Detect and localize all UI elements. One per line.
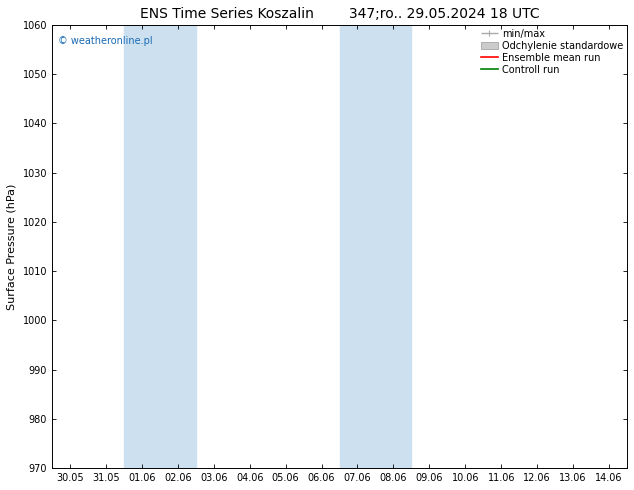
Y-axis label: Surface Pressure (hPa): Surface Pressure (hPa) bbox=[7, 183, 17, 310]
Text: © weatheronline.pl: © weatheronline.pl bbox=[58, 36, 152, 46]
Bar bbox=[124, 25, 196, 468]
Legend: min/max, Odchylenie standardowe, Ensemble mean run, Controll run: min/max, Odchylenie standardowe, Ensembl… bbox=[479, 27, 625, 76]
Title: ENS Time Series Koszalin        347;ro.. 29.05.2024 18 UTC: ENS Time Series Koszalin 347;ro.. 29.05.… bbox=[139, 7, 540, 21]
Bar bbox=[340, 25, 411, 468]
